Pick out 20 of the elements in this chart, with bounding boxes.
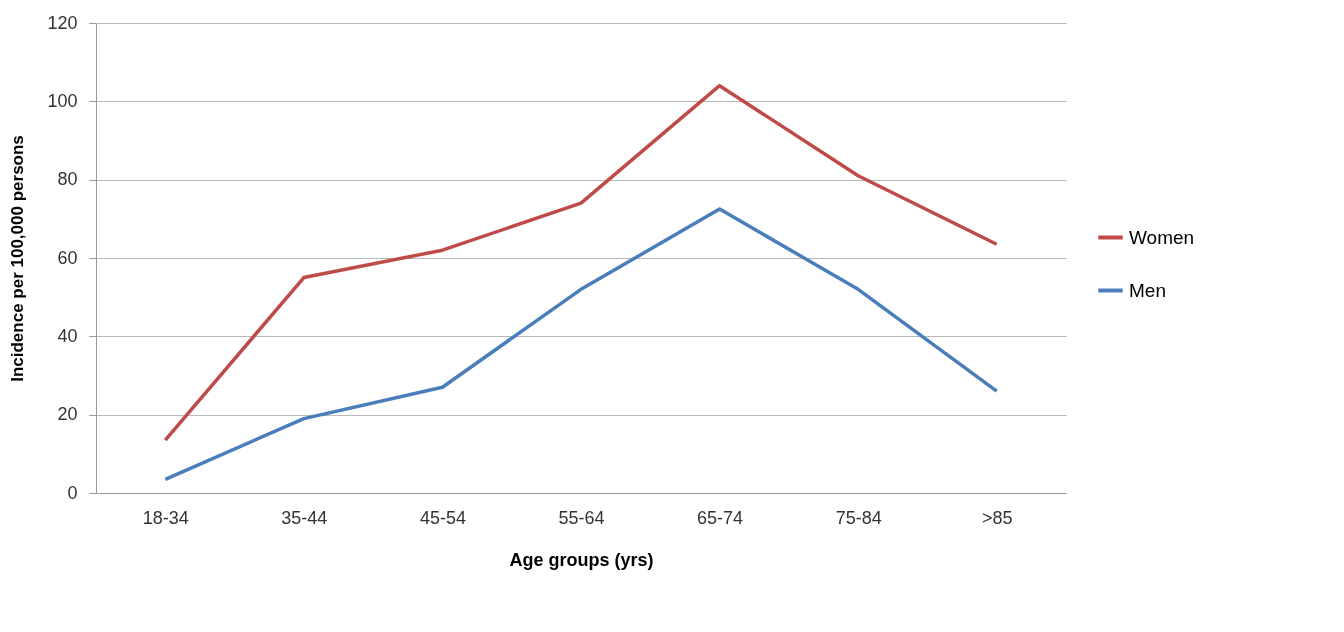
x-tick-label: 35-44 [281,507,328,528]
x-tick-label: 18-34 [142,507,189,528]
y-tick-label: 60 [57,247,78,268]
x-tick-label: 75-84 [835,507,882,528]
x-axis-title: Age groups (yrs) [509,549,654,570]
x-tick-label: 65-74 [697,507,744,528]
x-tick-label: >85 [981,507,1013,528]
y-tick-label: 100 [47,90,78,111]
y-tick-label: 40 [57,325,78,346]
legend-label: Men [1129,279,1166,301]
legend-label: Women [1129,226,1195,248]
y-tick-label: 120 [47,12,78,33]
line-series [163,207,999,482]
y-tick-label: 0 [67,482,78,503]
y-tick-label: 20 [57,404,78,425]
x-tick-label: 45-54 [419,507,466,528]
x-tick-label: 55-64 [558,507,605,528]
y-tick-label: 80 [57,169,78,190]
y-axis-title: Incidence per 100,000 persons [8,135,28,382]
line-series [163,83,999,442]
